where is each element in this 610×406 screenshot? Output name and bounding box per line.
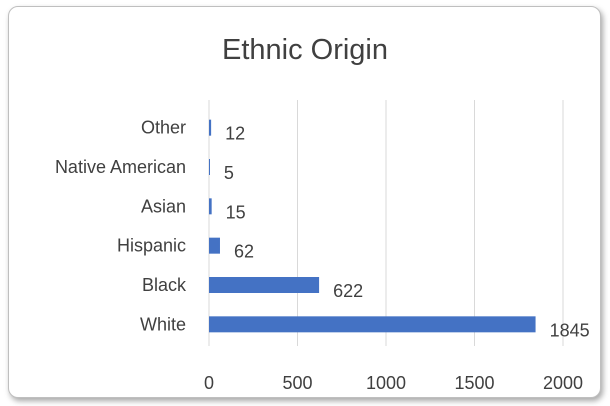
category-label: Black: [142, 275, 187, 295]
x-tick-label: 1000: [366, 373, 406, 393]
data-label: 622: [333, 281, 363, 301]
x-tick-label: 1500: [454, 373, 494, 393]
category-label: White: [140, 314, 186, 334]
data-label: 62: [234, 242, 254, 262]
data-label: 12: [225, 124, 245, 144]
x-tick-label: 2000: [543, 373, 583, 393]
data-label: 15: [226, 202, 246, 222]
bar: [209, 159, 210, 175]
bar: [209, 198, 212, 215]
bar: [209, 237, 220, 254]
category-label: Native American: [55, 157, 186, 177]
bar: [209, 119, 212, 136]
x-tick-label: 500: [282, 373, 312, 393]
data-label: 1845: [550, 320, 590, 340]
bar: [209, 316, 536, 333]
category-label: Hispanic: [117, 236, 186, 256]
data-label: 5: [224, 163, 234, 183]
x-tick-label: 0: [204, 373, 214, 393]
category-label: Other: [141, 118, 186, 138]
chart-card: [8, 6, 601, 398]
bar: [209, 277, 320, 293]
category-label: Asian: [141, 196, 186, 216]
chart-title: Ethnic Origin: [221, 34, 388, 66]
